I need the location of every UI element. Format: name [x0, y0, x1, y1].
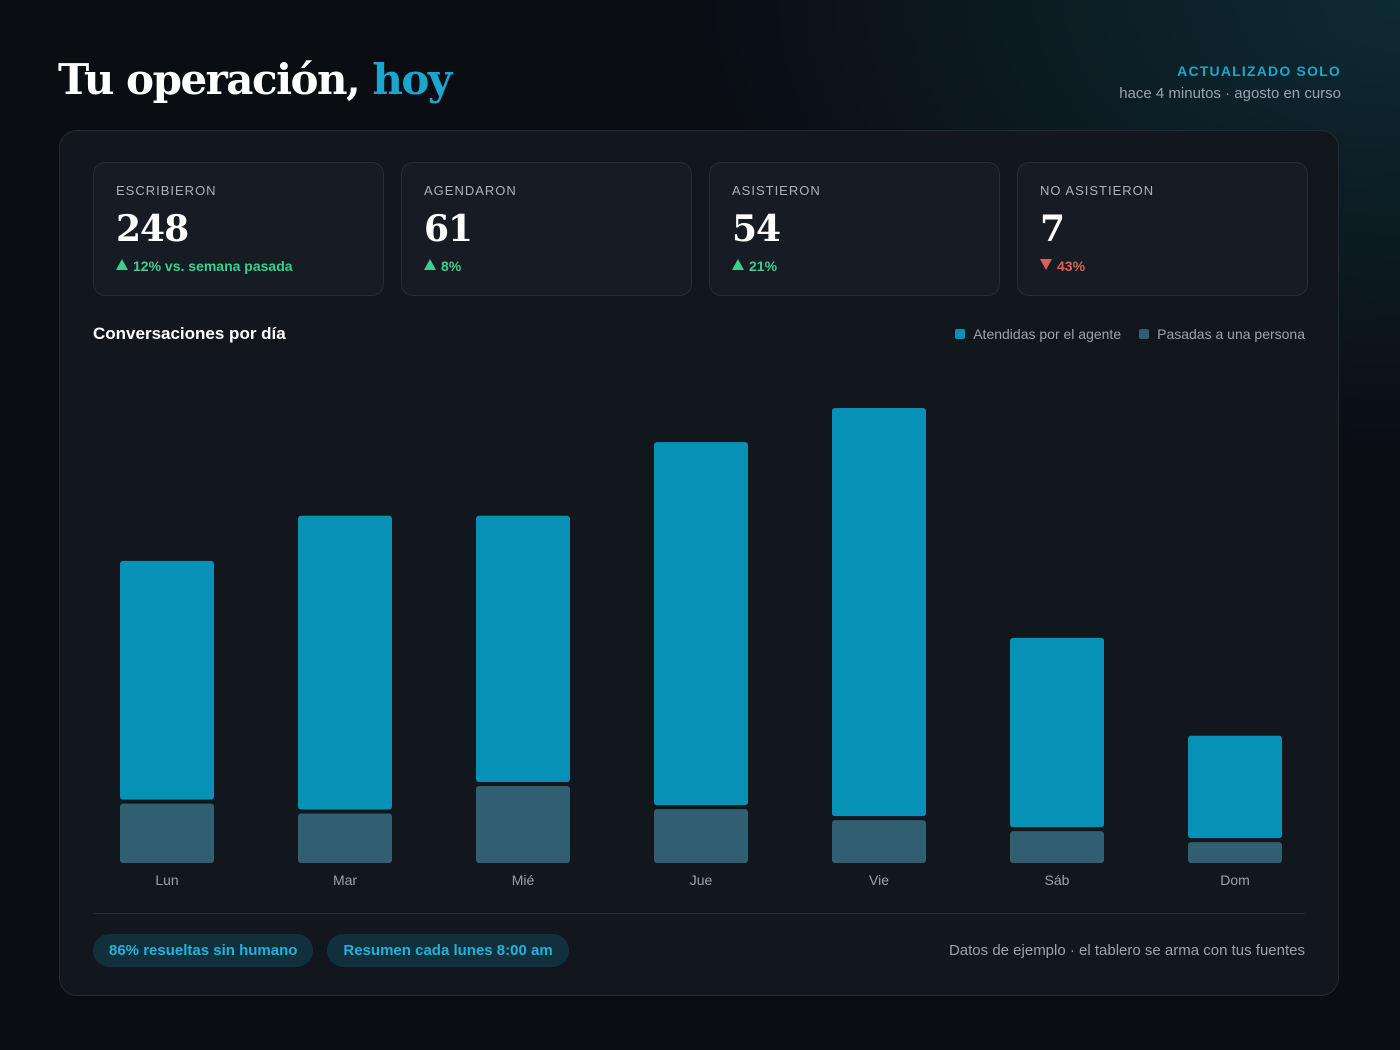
kpi-delta: 21%: [732, 257, 777, 275]
kpi-value: 54: [732, 208, 781, 250]
kpi-card-agendaron: AGENDARON 61 8%: [401, 162, 692, 296]
bar-agent-6: [1188, 735, 1282, 839]
page-title: Tu operación, hoy: [58, 52, 452, 108]
kpi-label: AGENDARON: [424, 183, 517, 198]
update-status-detail: hace 4 minutos · agosto en curso: [1119, 85, 1341, 102]
trend-up-icon: [424, 259, 436, 270]
x-tick-label: Vie: [869, 872, 889, 888]
kpi-value: 61: [424, 208, 473, 250]
footer-pills: 86% resueltas sin humano Resumen cada lu…: [93, 934, 569, 967]
bar-human-4: [832, 820, 926, 863]
legend-swatch-human: [1139, 329, 1150, 339]
chart-title: Conversaciones por día: [93, 324, 286, 343]
legend-label-agent: Atendidas por el agente: [973, 326, 1122, 342]
page-title-accent: hoy: [372, 55, 452, 104]
trend-up-icon: [732, 259, 744, 270]
bar-human-5: [1010, 831, 1104, 863]
kpi-delta-text: 43%: [1057, 258, 1086, 274]
kpi-label: ASISTIERON: [732, 183, 821, 198]
kpi-delta: 43%: [1040, 257, 1085, 275]
x-tick-label: Jue: [690, 872, 713, 888]
bar-agent-4: [832, 408, 926, 817]
bar-agent-0: [120, 560, 214, 800]
chart-legend: Atendidas por el agente Pasadas a una pe…: [955, 325, 1305, 343]
pill-resolution-rate: 86% resueltas sin humano: [93, 934, 314, 967]
kpi-card-no-asistieron: NO ASISTIERON 7 43%: [1017, 162, 1308, 296]
x-tick-label: Dom: [1220, 872, 1250, 888]
bar-chart: Lun Mar Mié Jue Vie Sáb Dom: [120, 408, 1282, 888]
kpi-row: ESCRIBIERON 248 12% vs. semana pasada AG…: [93, 162, 1308, 296]
kpi-label: NO ASISTIERON: [1040, 183, 1155, 198]
divider: [93, 913, 1305, 914]
legend-item-agent: Atendidas por el agente: [955, 325, 1121, 343]
kpi-value: 7: [1040, 208, 1065, 250]
page-title-main: Tu operación,: [58, 55, 361, 104]
x-tick-label: Sáb: [1045, 872, 1070, 888]
x-tick-label: Lun: [155, 872, 178, 888]
bar-human-2: [476, 786, 570, 863]
kpi-delta-text: 12% vs. semana pasada: [133, 258, 293, 274]
bar-agent-2: [476, 515, 570, 782]
kpi-label: ESCRIBIERON: [116, 183, 217, 198]
bar-human-1: [298, 813, 392, 863]
kpi-value: 248: [116, 208, 189, 250]
trend-down-icon: [1040, 259, 1052, 270]
bar-human-0: [120, 803, 214, 863]
kpi-delta-text: 8%: [441, 258, 462, 274]
kpi-card-asistieron: ASISTIERON 54 21%: [709, 162, 1000, 296]
legend-swatch-agent: [955, 329, 966, 339]
bar-agent-3: [654, 442, 748, 806]
update-status: ACTUALIZADO SOLO hace 4 minutos · agosto…: [1119, 62, 1341, 104]
pill-weekly-summary: Resumen cada lunes 8:00 am: [327, 934, 569, 967]
kpi-delta: 8%: [424, 257, 461, 275]
bar-agent-1: [298, 515, 392, 810]
footnote: Datos de ejemplo · el tablero se arma co…: [948, 942, 1305, 959]
x-tick-label: Mié: [512, 872, 535, 888]
update-status-label: ACTUALIZADO SOLO: [1177, 63, 1341, 79]
legend-label-human: Pasadas a una persona: [1157, 326, 1305, 342]
kpi-delta: 12% vs. semana pasada: [116, 257, 293, 275]
bar-human-6: [1188, 842, 1282, 863]
dashboard-card: ESCRIBIERON 248 12% vs. semana pasada AG…: [59, 130, 1339, 996]
trend-up-icon: [116, 259, 128, 270]
legend-item-human: Pasadas a una persona: [1139, 325, 1305, 343]
x-tick-label: Mar: [333, 872, 357, 888]
bar-human-3: [654, 809, 748, 863]
kpi-delta-text: 21%: [749, 258, 778, 274]
bar-agent-5: [1010, 637, 1104, 828]
kpi-card-escribieron: ESCRIBIERON 248 12% vs. semana pasada: [93, 162, 384, 296]
